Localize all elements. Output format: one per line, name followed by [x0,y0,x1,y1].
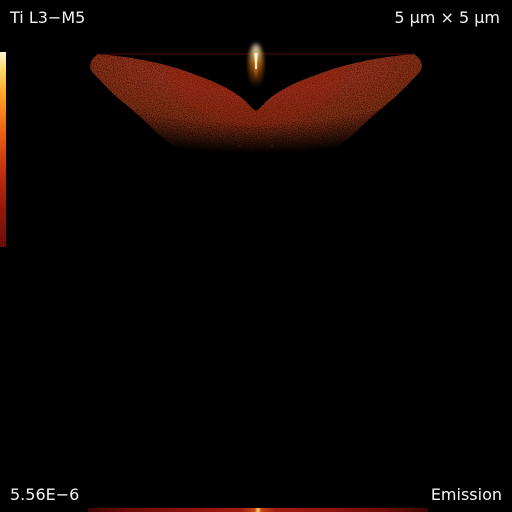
max-value-label: 5.56E−6 [10,485,80,504]
plume-speckles [111,59,403,147]
mode-label: Emission [430,485,502,504]
scale-label: 5 μm × 5 μm [394,8,500,27]
signal-title: Ti L3−M5 [10,8,86,27]
emission-profile-strip [88,508,428,512]
heat-colorbar-icon [0,52,6,247]
emission-jet [249,44,263,88]
